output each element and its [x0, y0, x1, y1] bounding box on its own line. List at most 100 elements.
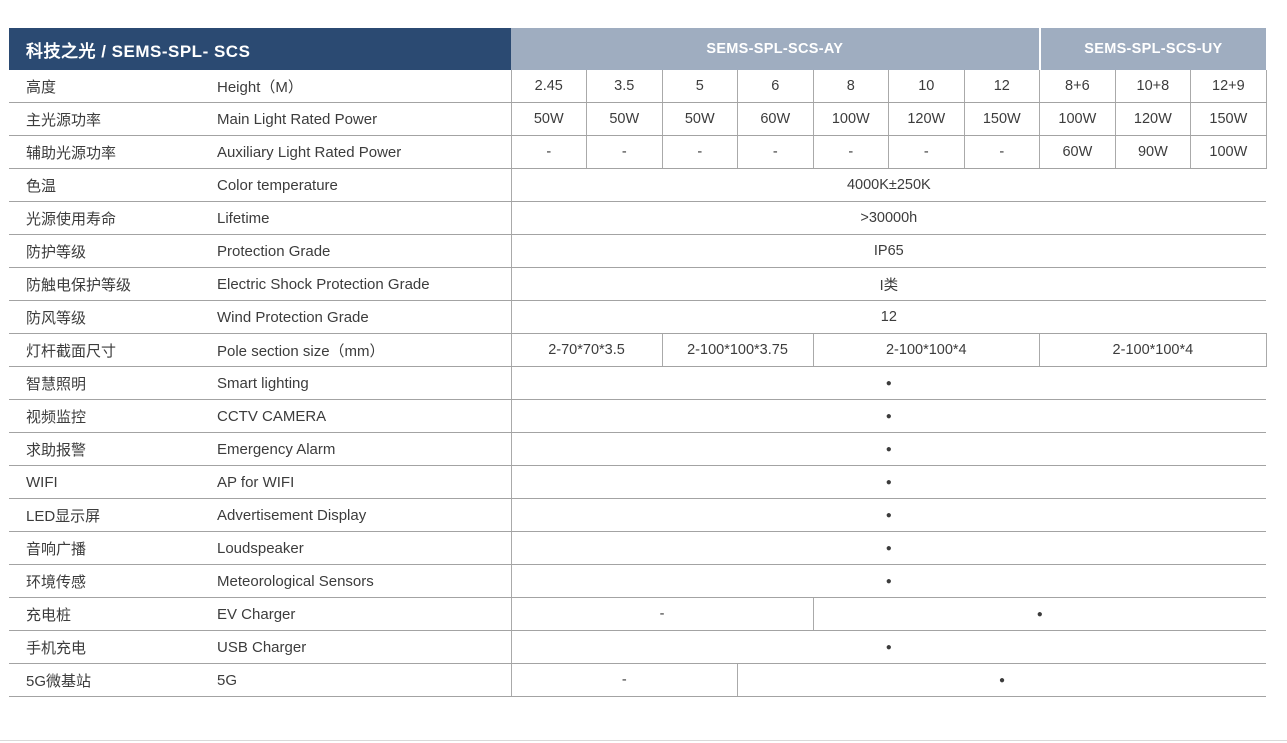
value-cell: 10+8 — [1114, 70, 1191, 103]
value-cell: - — [510, 597, 814, 631]
feature-dot-cell: ● — [812, 597, 1267, 631]
row-label-zh: 高度 — [9, 70, 215, 103]
row-label-en: EV Charger — [215, 597, 512, 631]
table-row-sensors: 环境传感 Meteorological Sensors ● — [9, 564, 1267, 598]
value-cell: 8+6 — [1039, 70, 1116, 103]
row-label-zh: 光源使用寿命 — [9, 201, 215, 235]
value-cell: 6 — [737, 70, 814, 103]
value-cell: - — [586, 135, 663, 169]
row-label-en: USB Charger — [215, 630, 512, 664]
value-cell: - — [737, 135, 814, 169]
table-row-lifetime: 光源使用寿命 Lifetime >30000h — [9, 201, 1267, 235]
value-cell: 4000K±250K — [510, 168, 1267, 202]
row-label-zh: 5G微基站 — [9, 663, 215, 697]
column-group-uy: SEMS-SPL-SCS-UY — [1038, 28, 1267, 70]
feature-dot-cell: ● — [510, 432, 1267, 466]
feature-dot-cell: ● — [510, 630, 1267, 664]
value-cell: - — [963, 135, 1040, 169]
table-row-wifi: WIFI AP for WIFI ● — [9, 465, 1267, 499]
value-cell: 12 — [963, 70, 1040, 103]
feature-dot-cell: ● — [510, 399, 1267, 433]
row-label-zh: 音响广播 — [9, 531, 215, 565]
value-cell: 5 — [661, 70, 738, 103]
feature-dot-cell: ● — [510, 531, 1267, 565]
row-label-zh: 手机充电 — [9, 630, 215, 664]
row-label-en: Advertisement Display — [215, 498, 512, 532]
value-cell: 50W — [510, 102, 587, 136]
table-row-smart-lighting: 智慧照明 Smart lighting ● — [9, 366, 1267, 400]
table-row-shock-protection: 防触电保护等级 Electric Shock Protection Grade … — [9, 267, 1267, 301]
value-cell: 50W — [586, 102, 663, 136]
column-group-ay: SEMS-SPL-SCS-AY — [511, 28, 1040, 70]
row-label-en: Lifetime — [215, 201, 512, 235]
row-label-zh: 充电桩 — [9, 597, 215, 631]
table-row-led-display: LED显示屏 Advertisement Display ● — [9, 498, 1267, 532]
value-cell: 100W — [1190, 135, 1267, 169]
table-row-height: 高度 Height（M） 2.45 3.5 5 6 8 10 12 8+6 10… — [9, 70, 1267, 103]
row-label-en: Electric Shock Protection Grade — [215, 267, 512, 301]
value-cell: 120W — [888, 102, 965, 136]
table-row-aux-power: 辅助光源功率 Auxiliary Light Rated Power - - -… — [9, 135, 1267, 169]
table-row-emergency-alarm: 求助报警 Emergency Alarm ● — [9, 432, 1267, 466]
table-row-main-power: 主光源功率 Main Light Rated Power 50W 50W 50W… — [9, 102, 1267, 136]
row-label-en: Pole section size（mm） — [215, 333, 512, 367]
value-cell: 2-100*100*4 — [812, 333, 1040, 367]
table-row-cctv: 视频监控 CCTV CAMERA ● — [9, 399, 1267, 433]
value-cell: 90W — [1114, 135, 1191, 169]
row-label-en: Color temperature — [215, 168, 512, 202]
row-label-zh: 灯杆截面尺寸 — [9, 333, 215, 367]
value-cell: 150W — [963, 102, 1040, 136]
row-label-en: CCTV CAMERA — [215, 399, 512, 433]
row-label-zh: 环境传感 — [9, 564, 215, 598]
header-row: 科技之光 / SEMS-SPL- SCS SEMS-SPL-SCS-AY SEM… — [9, 28, 1267, 70]
table-row-wind-grade: 防风等级 Wind Protection Grade 12 — [9, 300, 1267, 334]
spec-table: 科技之光 / SEMS-SPL- SCS SEMS-SPL-SCS-AY SEM… — [9, 28, 1267, 697]
value-cell: 12 — [510, 300, 1267, 334]
row-label-zh: 视频监控 — [9, 399, 215, 433]
row-label-en: Height（M） — [215, 70, 512, 103]
row-label-zh: 辅助光源功率 — [9, 135, 215, 169]
value-cell: >30000h — [510, 201, 1267, 235]
row-label-en: Smart lighting — [215, 366, 512, 400]
value-cell: 2-70*70*3.5 — [510, 333, 663, 367]
page-bottom-divider — [0, 740, 1287, 741]
value-cell: 2-100*100*3.75 — [661, 333, 814, 367]
table-row-color-temp: 色温 Color temperature 4000K±250K — [9, 168, 1267, 202]
value-cell: - — [510, 663, 738, 697]
value-cell: 60W — [737, 102, 814, 136]
table-row-5g: 5G微基站 5G - ● — [9, 663, 1267, 697]
value-cell: 150W — [1190, 102, 1267, 136]
value-cell: - — [812, 135, 889, 169]
row-label-en: Protection Grade — [215, 234, 512, 268]
table-row-loudspeaker: 音响广播 Loudspeaker ● — [9, 531, 1267, 565]
value-cell: 12+9 — [1190, 70, 1267, 103]
feature-dot-cell: ● — [737, 663, 1267, 697]
table-title: 科技之光 / SEMS-SPL- SCS — [9, 28, 512, 70]
feature-dot-cell: ● — [510, 498, 1267, 532]
value-cell: 120W — [1114, 102, 1191, 136]
row-label-zh: 防风等级 — [9, 300, 215, 334]
value-cell: - — [661, 135, 738, 169]
row-label-zh: LED显示屏 — [9, 498, 215, 532]
row-label-en: AP for WIFI — [215, 465, 512, 499]
row-label-zh: 求助报警 — [9, 432, 215, 466]
value-cell: 50W — [661, 102, 738, 136]
row-label-en: Wind Protection Grade — [215, 300, 512, 334]
row-label-en: 5G — [215, 663, 512, 697]
feature-dot-cell: ● — [510, 564, 1267, 598]
table-row-ev-charger: 充电桩 EV Charger - ● — [9, 597, 1267, 631]
value-cell: 3.5 — [586, 70, 663, 103]
table-row-pole-size: 灯杆截面尺寸 Pole section size（mm） 2-70*70*3.5… — [9, 333, 1267, 367]
row-label-en: Loudspeaker — [215, 531, 512, 565]
table-row-protection-grade: 防护等级 Protection Grade IP65 — [9, 234, 1267, 268]
row-label-en: Emergency Alarm — [215, 432, 512, 466]
feature-dot-cell: ● — [510, 465, 1267, 499]
row-label-en: Main Light Rated Power — [215, 102, 512, 136]
row-label-zh: 主光源功率 — [9, 102, 215, 136]
row-label-en: Auxiliary Light Rated Power — [215, 135, 512, 169]
value-cell: - — [510, 135, 587, 169]
value-cell: 2-100*100*4 — [1039, 333, 1267, 367]
row-label-zh: 色温 — [9, 168, 215, 202]
value-cell: 100W — [1039, 102, 1116, 136]
value-cell: - — [888, 135, 965, 169]
